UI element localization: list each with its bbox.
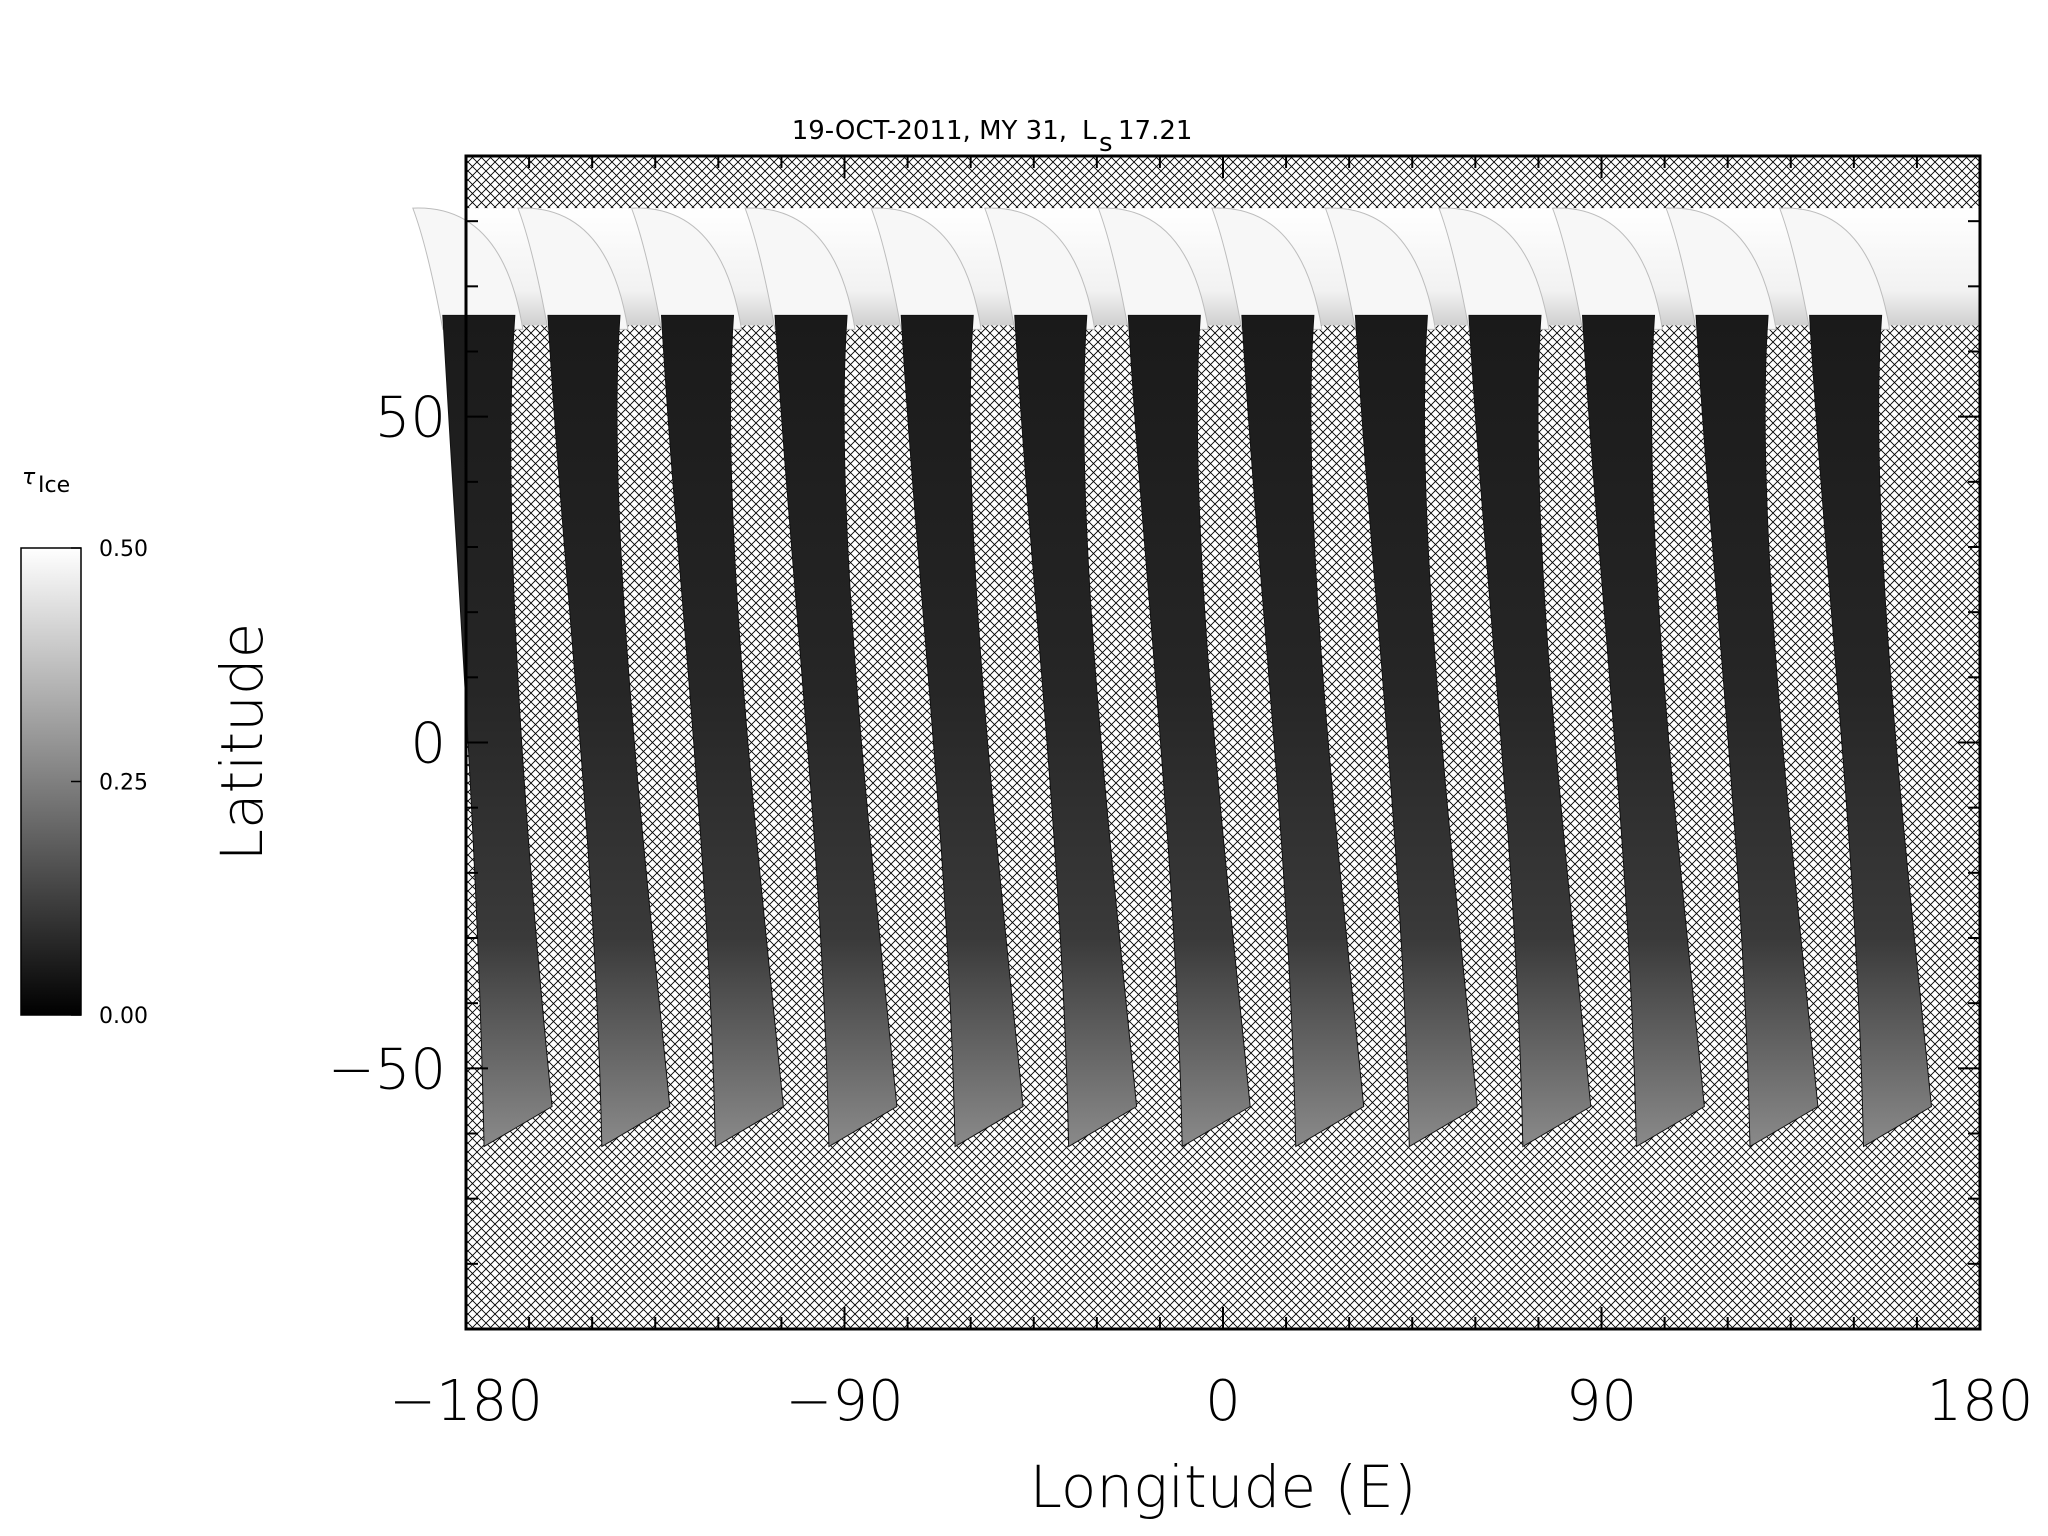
x-tick-label: −90 <box>785 1369 903 1434</box>
cap-lobe <box>984 207 1096 330</box>
orbit-swath <box>1809 314 1933 1148</box>
cap-lobe <box>517 207 629 330</box>
orbit-swath <box>1354 314 1478 1148</box>
orbit-swath <box>1014 314 1138 1148</box>
cap-lobe <box>1778 207 1891 330</box>
north-cap-layer <box>412 207 1980 330</box>
y-tick-label: −50 <box>328 1037 446 1102</box>
cap-lobe <box>1438 207 1550 330</box>
title-ls-symbol: L <box>1082 116 1097 146</box>
orbit-swath <box>547 314 671 1148</box>
orbit-swath <box>1582 314 1705 1148</box>
title-date: 19-OCT-2011, MY 31, <box>792 116 1067 146</box>
plot-area <box>412 154 1982 1331</box>
chart-title: 19-OCT-2011, MY 31, L s 17.21 <box>792 116 1193 158</box>
axis-ticks <box>465 155 1981 1330</box>
x-tick-label: 180 <box>1927 1369 2034 1434</box>
orbit-swath <box>1127 314 1251 1148</box>
colorbar-tick-label: 0.25 <box>99 771 148 796</box>
x-tick-label: 90 <box>1566 1369 1637 1434</box>
cap-lobe <box>870 207 982 330</box>
title-ls-subscript: s <box>1099 128 1113 158</box>
cap-lobe <box>630 207 743 330</box>
swath-layer <box>442 314 1933 1148</box>
orbit-swath <box>774 314 898 1148</box>
orbit-swath <box>900 314 1024 1148</box>
orbit-swath <box>1468 314 1592 1148</box>
x-tick-label: 0 <box>1205 1369 1241 1434</box>
colorbar-ticks: 0.00 0.25 0.50 <box>71 537 148 1029</box>
y-tick-label: 50 <box>375 386 446 451</box>
cap-lobe <box>1211 207 1323 330</box>
title-ls-value: 17.21 <box>1118 116 1192 146</box>
x-axis-title: Longitude (E) <box>1030 1453 1417 1521</box>
cap-lobe <box>744 207 856 330</box>
cap-lobe <box>1097 207 1209 330</box>
y-axis-title: Latitude <box>208 623 276 862</box>
y-tick-label: 0 <box>410 712 446 777</box>
colorbar-tick-label: 0.00 <box>99 1004 148 1029</box>
cap-lobe <box>1324 207 1437 330</box>
orbit-swath <box>1241 314 1365 1148</box>
orbit-swath <box>660 314 784 1148</box>
colorbar: τ Ice 0.00 0.25 0.50 <box>20 465 148 1029</box>
orbit-swath <box>1695 314 1819 1148</box>
orbit-swath <box>442 314 553 1148</box>
x-tick-label: −180 <box>389 1369 543 1434</box>
colorbar-tick-label: 0.50 <box>99 537 148 562</box>
colorbar-title-subscript: Ice <box>38 473 70 498</box>
cap-lobe <box>1665 207 1777 330</box>
cap-lobe <box>1551 207 1664 330</box>
cap-lobe <box>412 207 524 330</box>
colorbar-title-symbol: τ <box>22 465 36 490</box>
